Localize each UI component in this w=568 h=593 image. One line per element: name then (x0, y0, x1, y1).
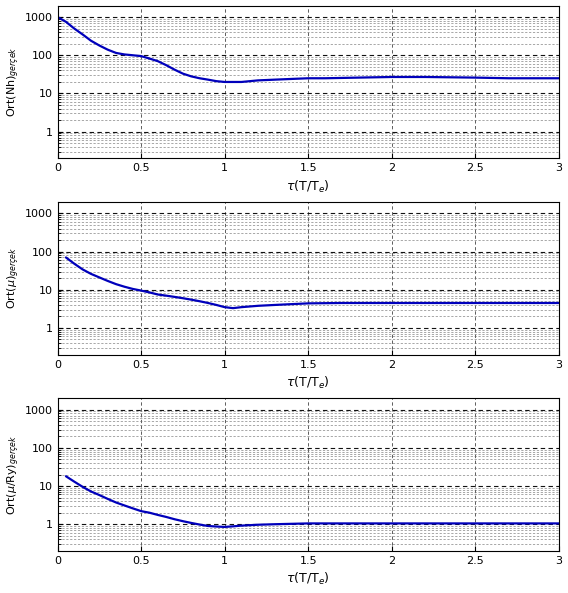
Y-axis label: Ort($\mu$/Ry)$_{gerçek}$: Ort($\mu$/Ry)$_{gerçek}$ (6, 435, 22, 515)
X-axis label: $\tau$(T/T$_e$): $\tau$(T/T$_e$) (286, 178, 330, 195)
Y-axis label: Ort(Nh)$_{gerçek}$: Ort(Nh)$_{gerçek}$ (6, 47, 22, 117)
Y-axis label: Ort($\mu$)$_{gerçek}$: Ort($\mu$)$_{gerçek}$ (6, 247, 22, 310)
X-axis label: $\tau$(T/T$_e$): $\tau$(T/T$_e$) (286, 375, 330, 391)
X-axis label: $\tau$(T/T$_e$): $\tau$(T/T$_e$) (286, 571, 330, 588)
